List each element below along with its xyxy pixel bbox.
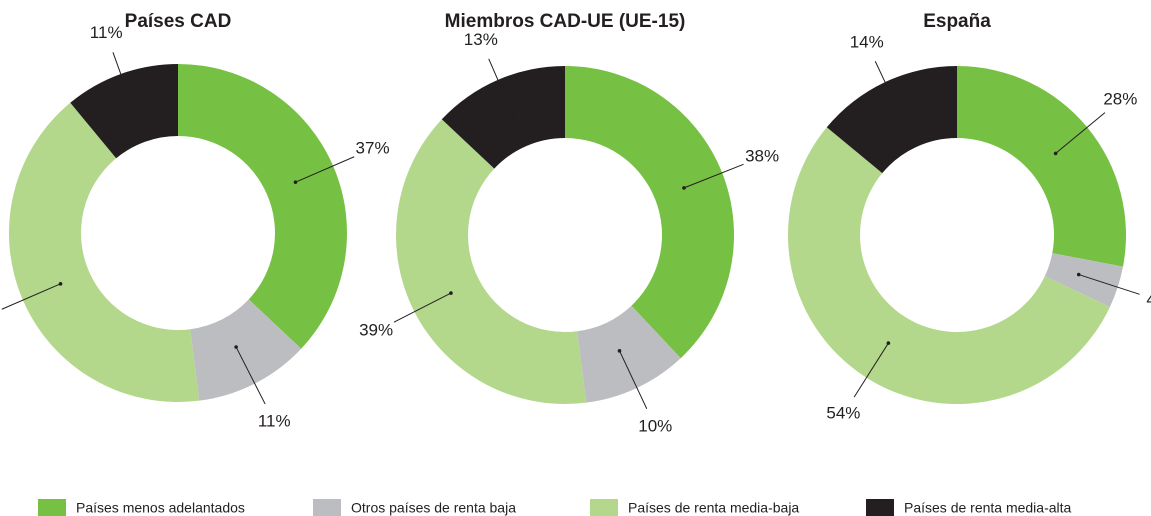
data-label: 14% xyxy=(850,33,884,52)
leader-line xyxy=(393,292,452,323)
donut-slice xyxy=(178,64,348,349)
legend-label: Países menos adelantados xyxy=(76,500,245,516)
donut-slice xyxy=(788,127,1110,404)
leader-line xyxy=(853,342,889,398)
data-label: 28% xyxy=(1103,89,1137,108)
data-label: 4% xyxy=(1146,290,1151,309)
data-label: 38% xyxy=(745,146,779,165)
leader-line xyxy=(112,52,136,113)
donut-slice xyxy=(9,102,200,402)
legend-label: Países de renta media-baja xyxy=(628,500,799,516)
donut-slice xyxy=(395,119,587,405)
leader-line xyxy=(295,156,355,183)
data-label: 54% xyxy=(826,403,860,422)
chart-title: Miembros CAD-UE (UE-15) xyxy=(445,11,686,32)
leader-line xyxy=(874,61,903,120)
donut-slice xyxy=(957,66,1126,267)
data-label: 10% xyxy=(638,416,672,435)
donut-slice xyxy=(441,66,565,169)
legend-swatch xyxy=(866,499,894,516)
legend-label: Otros países de renta baja xyxy=(351,500,516,516)
donut-slice xyxy=(565,66,734,359)
donut-slice xyxy=(826,65,957,174)
leader-line xyxy=(1055,112,1106,154)
legend-swatch xyxy=(313,499,341,516)
leader-line xyxy=(1,283,61,310)
leader-line xyxy=(235,346,266,405)
legend-swatch xyxy=(38,499,66,516)
data-label: 37% xyxy=(356,138,390,157)
donut-slice xyxy=(190,299,302,401)
legend-label: Países de renta media-alta xyxy=(904,500,1072,516)
leader-line xyxy=(619,350,648,409)
donut-slice xyxy=(1044,253,1124,307)
donut-slice xyxy=(577,305,681,403)
data-label: 39% xyxy=(359,321,393,340)
leader-dot xyxy=(1076,272,1081,277)
leader-line xyxy=(683,163,744,189)
data-label: 13% xyxy=(464,30,498,49)
legend-swatch xyxy=(590,499,618,516)
data-label: 11% xyxy=(258,411,291,430)
leader-line xyxy=(1078,274,1140,295)
chart-title: España xyxy=(923,11,991,32)
chart-title: Países CAD xyxy=(125,11,232,32)
donut-slice xyxy=(70,64,178,159)
leader-line xyxy=(488,58,515,118)
data-label: 11% xyxy=(90,23,123,42)
